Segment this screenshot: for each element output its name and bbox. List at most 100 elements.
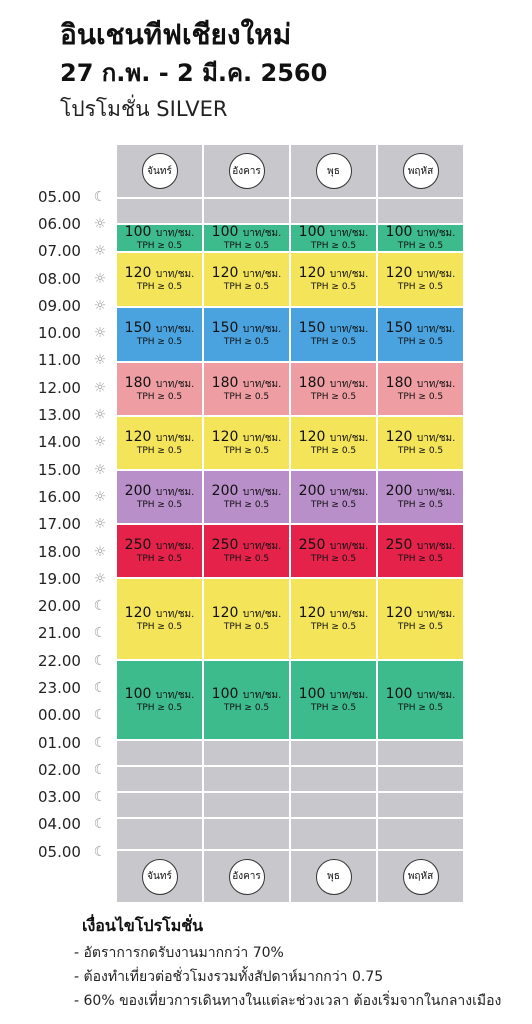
rate-block: 100 บาท/ชม. TPH ≥ 0.5 xyxy=(117,224,202,251)
tph-requirement: TPH ≥ 0.5 xyxy=(136,337,183,347)
rate-value: 250 xyxy=(385,536,417,553)
rate-unit: บาท/ชม. xyxy=(242,689,282,701)
tph-requirement: TPH ≥ 0.5 xyxy=(397,445,444,456)
time-row: 09.00 ☼ xyxy=(38,292,118,319)
rate-block: 200 บาท/ชม. TPH ≥ 0.5 xyxy=(204,471,289,523)
time-label: 05.00 xyxy=(38,187,81,206)
rate-value: 250 xyxy=(124,536,156,553)
rate-block: 150 บาท/ชม. TPH ≥ 0.5 xyxy=(204,308,289,361)
rate-unit: บาท/ชม. xyxy=(242,608,282,620)
rate-value: 120 xyxy=(124,604,156,621)
rate-block: 180 บาท/ชม. TPH ≥ 0.5 xyxy=(291,363,376,415)
tph-requirement: TPH ≥ 0.5 xyxy=(136,240,183,251)
rate-unit: บาท/ชม. xyxy=(329,324,369,335)
time-row: 23.00 ☾ xyxy=(38,674,118,701)
page-title: อินเชนทีฟเชียงใหม่ xyxy=(60,18,292,51)
time-label: 11.00 xyxy=(38,351,81,370)
rate-price: 100 บาท/ชม. xyxy=(125,686,195,703)
time-label: 13.00 xyxy=(38,406,81,425)
day-column: อังคาร 100 บาท/ชม. TPH ≥ 0.5 120 บาท/ชม. TPH… xyxy=(204,145,289,902)
rate-block: 100 บาท/ชม. TPH ≥ 0.5 xyxy=(378,661,463,739)
rate-block: 120 บาท/ชม. TPH ≥ 0.5 xyxy=(291,417,376,469)
rate-block: 250 บาท/ชม. TPH ≥ 0.5 xyxy=(204,525,289,577)
rate-value: 200 xyxy=(385,482,417,499)
rate-price: 180 บาท/ชม. xyxy=(125,375,195,392)
empty-slot xyxy=(291,767,376,791)
rate-value: 100 xyxy=(298,685,330,702)
rate-block: 100 บาท/ชม. TPH ≥ 0.5 xyxy=(378,224,463,251)
empty-slot xyxy=(378,793,463,817)
time-label: 20.00 xyxy=(38,597,81,616)
rate-value: 150 xyxy=(124,320,156,336)
rate-block: 180 บาท/ชม. TPH ≥ 0.5 xyxy=(204,363,289,415)
rate-price: 180 บาท/ชม. xyxy=(386,375,456,392)
rate-block: 120 บาท/ชม. TPH ≥ 0.5 xyxy=(291,253,376,306)
moon-icon: ☾ xyxy=(93,707,107,724)
time-row: 13.00 ☼ xyxy=(38,401,118,428)
rate-value: 250 xyxy=(211,536,243,553)
day-footer: พฤหัส xyxy=(378,851,463,902)
empty-slot xyxy=(291,741,376,765)
time-label: 08.00 xyxy=(38,269,81,288)
day-header: จันทร์ xyxy=(117,145,202,197)
tph-requirement: TPH ≥ 0.5 xyxy=(310,621,357,632)
time-row: 16.00 ☼ xyxy=(38,483,118,510)
time-label: 17.00 xyxy=(38,515,81,534)
rate-unit: บาท/ชม. xyxy=(416,432,456,444)
time-row: 21.00 ☾ xyxy=(38,620,118,647)
day-header: พฤหัส xyxy=(378,145,463,197)
rate-block: 150 บาท/ชม. TPH ≥ 0.5 xyxy=(117,308,202,361)
time-label: 01.00 xyxy=(38,733,81,752)
sun-icon: ☼ xyxy=(93,516,107,533)
day-column: จันทร์ 100 บาท/ชม. TPH ≥ 0.5 120 บาท/ชม. TPH… xyxy=(117,145,202,902)
rate-block: 100 บาท/ชม. TPH ≥ 0.5 xyxy=(204,661,289,739)
time-row: 07.00 ☼ xyxy=(38,238,118,265)
rate-price: 120 บาท/ชม. xyxy=(212,266,282,282)
time-label: 15.00 xyxy=(38,460,81,479)
promo-subtitle: โปรโมชั่น SILVER xyxy=(60,97,228,121)
tph-requirement: TPH ≥ 0.5 xyxy=(223,282,270,292)
day-badge: จันทร์ xyxy=(141,153,178,189)
rate-price: 120 บาท/ชม. xyxy=(125,429,195,446)
rate-unit: บาท/ชม. xyxy=(329,689,369,701)
moon-icon: ☾ xyxy=(93,679,107,696)
rate-value: 100 xyxy=(211,223,243,240)
rate-value: 200 xyxy=(211,482,243,499)
tph-requirement: TPH ≥ 0.5 xyxy=(136,391,183,402)
time-row: 02.00 ☾ xyxy=(38,756,118,783)
rate-block: 250 บาท/ชม. TPH ≥ 0.5 xyxy=(117,525,202,577)
time-row: 19.00 ☼ xyxy=(38,565,118,592)
time-label: 12.00 xyxy=(38,378,81,397)
time-label: 04.00 xyxy=(38,815,81,834)
sun-icon: ☼ xyxy=(93,543,107,560)
condition-item: - อัตราการกดรับงานมากกว่า 70% xyxy=(74,945,284,961)
empty-slot xyxy=(378,767,463,791)
time-row: 22.00 ☾ xyxy=(38,647,118,674)
rate-value: 120 xyxy=(298,604,330,621)
sun-icon: ☼ xyxy=(93,215,107,232)
rate-block: 180 บาท/ชม. TPH ≥ 0.5 xyxy=(378,363,463,415)
tph-requirement: TPH ≥ 0.5 xyxy=(223,240,270,251)
rate-unit: บาท/ชม. xyxy=(329,269,369,280)
rate-price: 100 บาท/ชม. xyxy=(386,686,456,703)
rate-value: 250 xyxy=(298,536,330,553)
condition-item: - 60% ของเที่ยวการเดินทางในแต่ละช่วงเวลา… xyxy=(74,993,502,1009)
rate-price: 120 บาท/ชม. xyxy=(125,266,195,282)
empty-slot xyxy=(117,819,202,849)
rate-unit: บาท/ชม. xyxy=(242,540,282,552)
conditions-title: เงื่อนไขโปรโมชั่น xyxy=(82,916,204,935)
time-row: 06.00 ☼ xyxy=(38,210,118,237)
condition-item: - ต้องทำเที่ยวต่อชั่วโมงรวมทั้งสัปดาห์มา… xyxy=(74,969,384,985)
rate-price: 120 บาท/ชม. xyxy=(299,429,369,446)
sun-icon: ☼ xyxy=(93,243,107,260)
tph-requirement: TPH ≥ 0.5 xyxy=(310,702,357,713)
empty-slot xyxy=(117,741,202,765)
rate-value: 180 xyxy=(298,374,330,391)
rate-price: 100 บาท/ชม. xyxy=(386,224,456,241)
time-row: 14.00 ☼ xyxy=(38,429,118,456)
rate-value: 120 xyxy=(211,265,243,281)
rate-price: 150 บาท/ชม. xyxy=(212,321,282,337)
sun-icon: ☼ xyxy=(93,407,107,424)
empty-slot xyxy=(204,819,289,849)
rate-price: 100 บาท/ชม. xyxy=(125,224,195,241)
